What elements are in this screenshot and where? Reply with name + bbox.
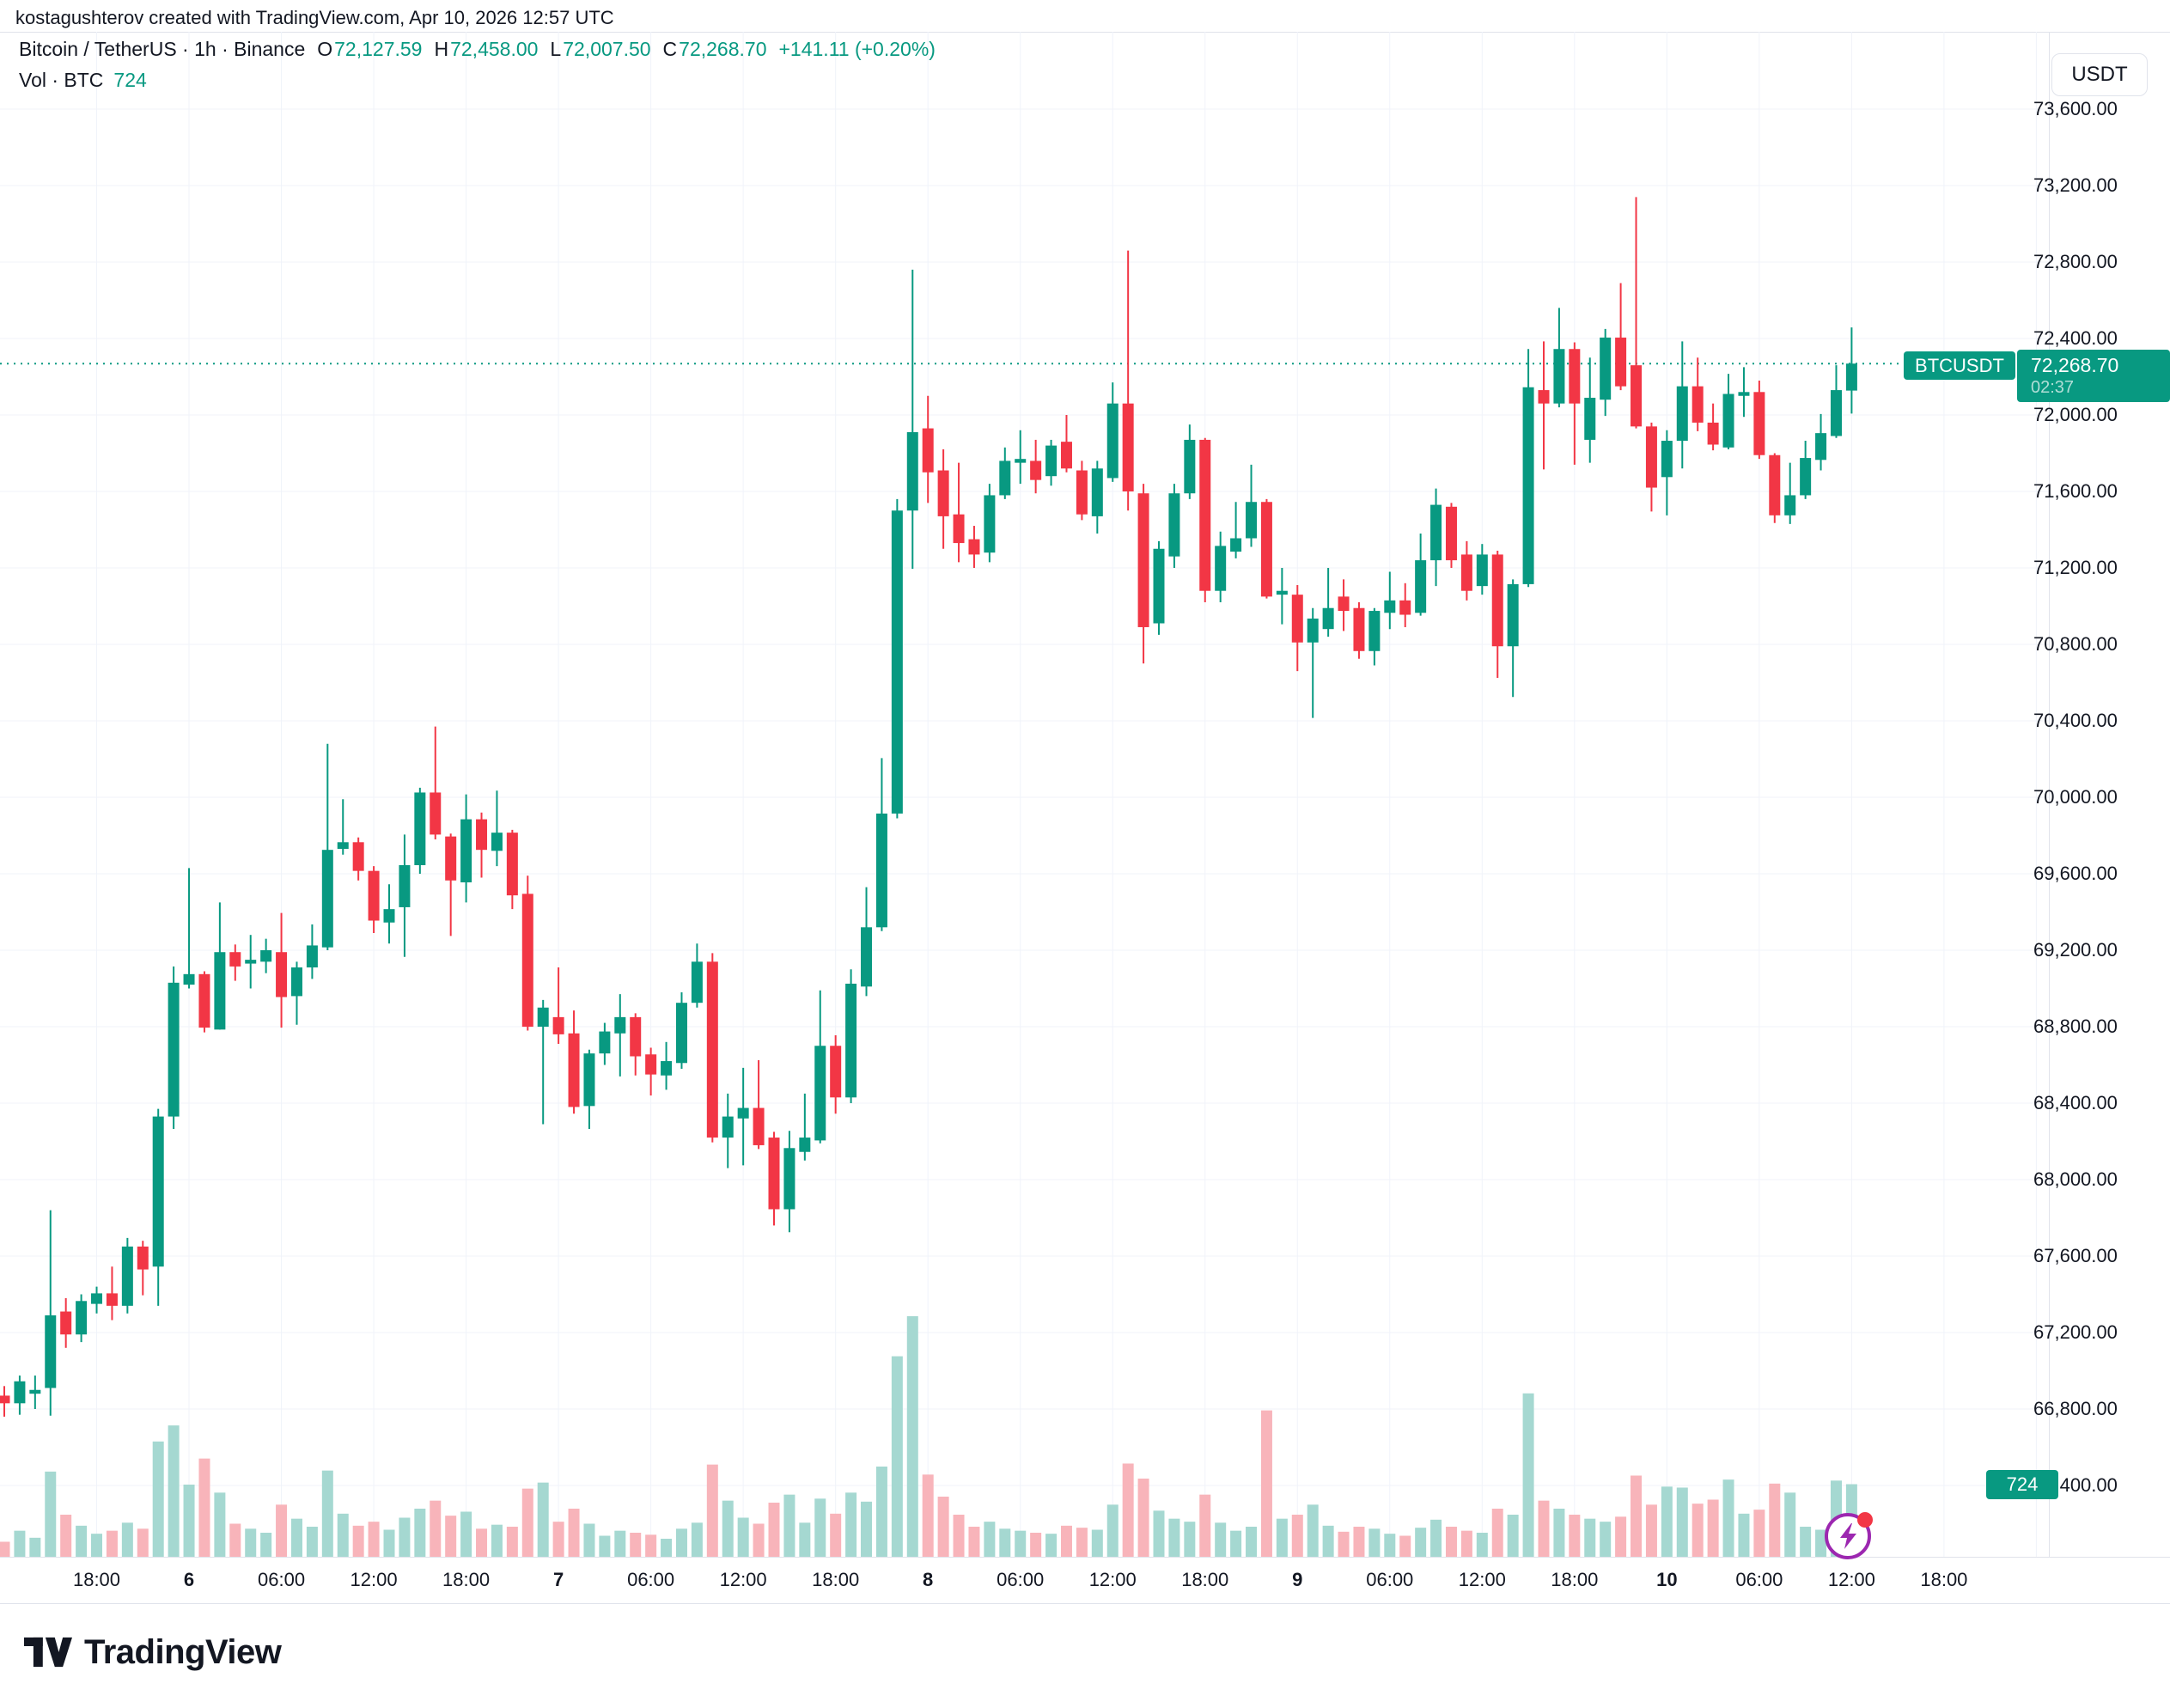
symbol-price-flag: BTCUSDT [1904,351,2015,380]
attribution-caption: kostagushterov created with TradingView.… [15,7,614,28]
time-tick-label: 12:00 [1458,1569,1506,1590]
price-tick-label: 67,200.00 [2033,1321,2118,1343]
time-axis-separator [0,1557,2170,1558]
header-separator [0,32,2170,33]
price-tick-label: 68,000.00 [2033,1168,2118,1190]
price-tick-label: 73,600.00 [2033,98,2118,119]
last-price-value: 72,268.70 [2031,354,2119,376]
price-axis-separator [2049,32,2050,1557]
open-value: 72,127.59 [334,38,423,60]
price-tick-label: 70,400.00 [2033,710,2118,731]
time-tick-label: 8 [923,1569,934,1590]
time-tick-label: 18:00 [1920,1569,1968,1590]
price-tick-label: 72,400.00 [2033,327,2118,349]
candle-countdown: 02:37 [2031,378,2075,397]
price-tick-label: 69,600.00 [2033,863,2118,884]
tradingview-logo[interactable]: TradingView [24,1631,282,1674]
time-tick-label: 12:00 [350,1569,398,1590]
price-tick-label: 70,800.00 [2033,633,2118,655]
high-value: 72,458.00 [450,38,539,60]
time-tick-label: 06:00 [997,1569,1045,1590]
volume-indicator-value: 724 [113,69,147,91]
low-label: L [550,38,562,60]
price-tick-label: 70,000.00 [2033,786,2118,808]
time-tick-label: 12:00 [719,1569,767,1590]
time-tick-label: 9 [1292,1569,1303,1590]
time-tick-label: 10 [1656,1569,1678,1590]
ohlc-values: O 72,127.59 H 72,458.00 L 72,007.50 C 72,268… [317,38,766,61]
lightning-bolt-icon [1840,1523,1856,1549]
last-price-badge: 72,268.70 02:37 [2017,350,2170,402]
price-tick-label: 72,800.00 [2033,251,2118,272]
close-value: 72,268.70 [679,38,767,60]
time-tick-label: 06:00 [258,1569,306,1590]
price-tick-label: 66,800.00 [2033,1398,2118,1419]
time-tick-label: 18:00 [1181,1569,1229,1590]
time-tick-label: 7 [552,1569,564,1590]
time-tick-label: 18:00 [72,1569,121,1590]
price-tick-label: 68,800.00 [2033,1016,2118,1037]
time-tick-label: 12:00 [1827,1569,1875,1590]
notification-dot [1857,1512,1873,1528]
open-label: O [317,38,333,60]
volume-axis-badge: 724 [1986,1470,2058,1499]
price-tick-label: 71,600.00 [2033,480,2118,502]
candlestick-chart-canvas[interactable] [0,32,2049,1557]
price-tick-label: 69,200.00 [2033,939,2118,961]
price-tick-label: 72,000.00 [2033,404,2118,425]
time-tick-label: 06:00 [1735,1569,1783,1590]
instant-order-icon[interactable] [1823,1510,1874,1561]
price-tick-label: 67,600.00 [2033,1245,2118,1266]
tradingview-logo-icon [24,1637,72,1668]
bottom-separator [0,1603,2170,1604]
tradingview-logo-text: TradingView [84,1632,282,1671]
chart-legend: Bitcoin / TetherUS · 1h · Binance O 72,12… [19,38,936,92]
time-tick-label: 18:00 [1551,1569,1599,1590]
high-label: H [434,38,449,60]
time-tick-label: 12:00 [1088,1569,1137,1590]
volume-indicator-label[interactable]: Vol · BTC [19,69,104,91]
time-tick-label: 18:00 [812,1569,860,1590]
price-tick-label: 71,200.00 [2033,557,2118,578]
time-tick-label: 06:00 [1366,1569,1414,1590]
time-tick-label: 18:00 [442,1569,491,1590]
change-value: +141.11 (+0.20%) [778,38,936,60]
currency-toggle-button[interactable]: USDT [2051,53,2148,96]
close-label: C [662,38,678,60]
price-tick-label: 68,400.00 [2033,1092,2118,1113]
low-value: 72,007.50 [563,38,651,60]
symbol-title[interactable]: Bitcoin / TetherUS · 1h · Binance [19,38,306,60]
price-tick-label: 73,200.00 [2033,174,2118,196]
time-tick-label: 6 [183,1569,195,1590]
time-tick-label: 06:00 [627,1569,675,1590]
